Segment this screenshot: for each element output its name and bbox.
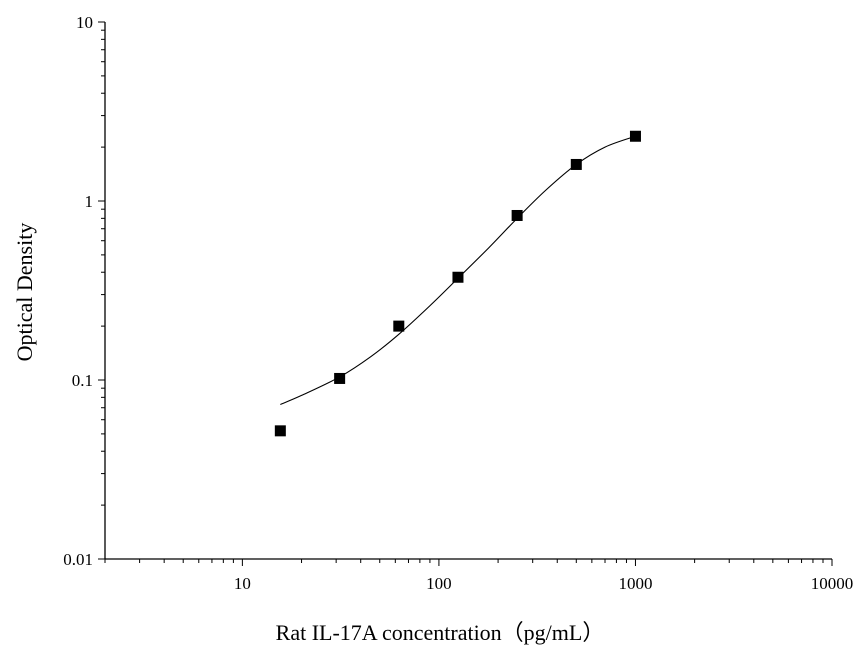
x-axis-title: Rat IL-17A concentration（pg/mL） bbox=[276, 620, 605, 645]
tick-labels: 10 100 1000 10000 0.01 0.1 1 10 bbox=[63, 13, 853, 593]
data-points bbox=[274, 130, 641, 437]
data-point bbox=[274, 425, 286, 437]
fit-curve bbox=[280, 135, 636, 405]
data-point bbox=[452, 271, 464, 283]
x-tick-label: 100 bbox=[426, 574, 452, 593]
data-point bbox=[334, 372, 346, 384]
x-tick-label: 1000 bbox=[618, 574, 652, 593]
y-axis-title: Optical Density bbox=[12, 223, 37, 362]
y-tick-label: 10 bbox=[76, 13, 93, 32]
data-point bbox=[570, 158, 582, 170]
y-tick-label: 1 bbox=[85, 192, 94, 211]
axes bbox=[104, 22, 832, 560]
fit-curve-group bbox=[280, 135, 636, 405]
y-tick-label: 0.1 bbox=[72, 371, 93, 390]
data-point bbox=[393, 320, 405, 332]
x-tick-label: 10000 bbox=[811, 574, 854, 593]
data-point bbox=[629, 130, 641, 142]
data-point bbox=[511, 209, 523, 221]
x-tick-label: 10 bbox=[234, 574, 251, 593]
ticks bbox=[98, 21, 833, 566]
y-tick-label: 0.01 bbox=[63, 550, 93, 569]
